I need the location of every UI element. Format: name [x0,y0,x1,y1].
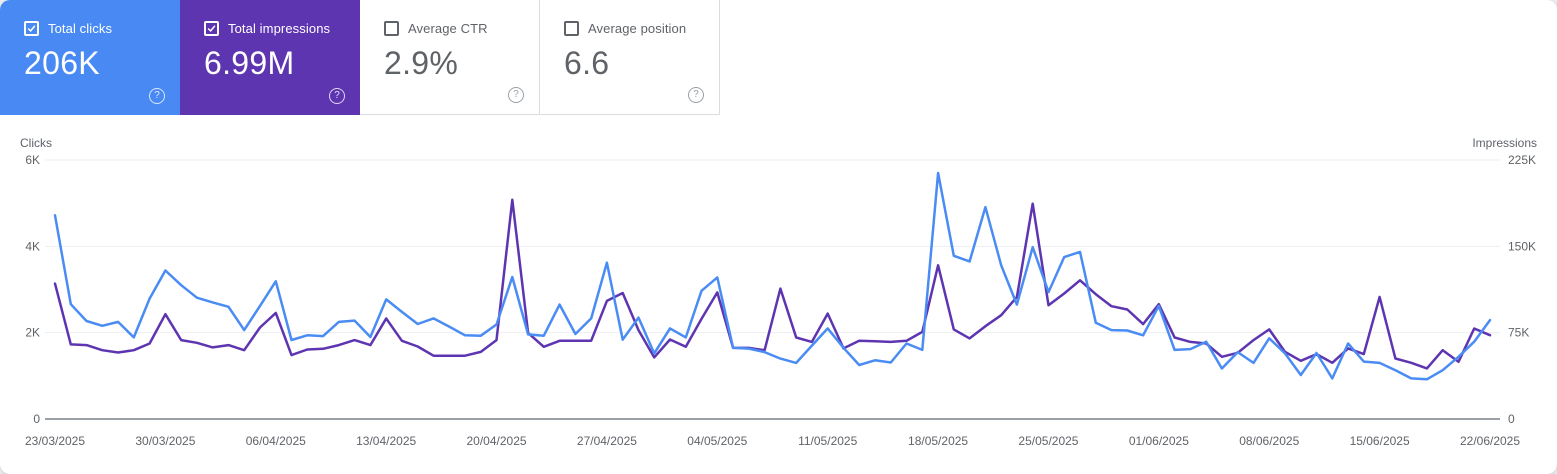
metric-card-total-impressions[interactable]: Total impressions 6.99M ? [180,0,360,115]
left-axis-tick-label: 4K [25,239,40,253]
checkmark-icon [27,25,36,32]
metric-card-label: Total impressions [228,21,331,36]
right-axis-tick-label: 75K [1508,326,1529,340]
checkbox-total-clicks-checked[interactable] [24,21,39,36]
x-axis-date-label: 20/04/2025 [467,434,527,448]
help-icon[interactable]: ? [329,88,345,104]
help-icon[interactable]: ? [149,88,165,104]
x-axis-date-label: 27/04/2025 [577,434,637,448]
x-axis-date-label: 11/05/2025 [798,434,857,448]
checkbox-total-impressions-checked[interactable] [204,21,219,36]
right-axis-tick-label: 0 [1508,412,1515,426]
x-axis-date-label: 04/05/2025 [687,434,747,448]
right-axis-tick-label: 150K [1508,239,1536,253]
x-axis-date-label: 13/04/2025 [356,434,416,448]
checkbox-average-ctr-unchecked[interactable] [384,21,399,36]
impressions-line [53,198,1492,370]
x-axis-date-label: 01/06/2025 [1129,434,1189,448]
checkbox-average-position-unchecked[interactable] [564,21,579,36]
metric-card-label: Average position [588,21,687,36]
left-axis-tick-label: 2K [25,326,40,340]
left-axis-tick-label: 0 [33,412,40,426]
x-axis-date-label: 15/06/2025 [1350,434,1410,448]
help-icon[interactable]: ? [688,87,704,103]
x-axis-date-label: 23/03/2025 [25,434,85,448]
metric-card-value: 6.99M [204,45,295,81]
checkmark-icon [207,25,216,32]
x-axis-date-label: 18/05/2025 [908,434,968,448]
left-axis-tick-label: 6K [25,153,40,167]
metric-card-value: 2.9% [384,45,459,81]
right-axis-tick-label: 225K [1508,153,1536,167]
metric-card-label: Average CTR [408,21,488,36]
left-axis-title: Clicks [20,136,52,150]
x-axis-date-label: 25/05/2025 [1018,434,1078,448]
metric-card-total-clicks[interactable]: Total clicks 206K ? [0,0,180,115]
metric-card-value: 6.6 [564,45,610,81]
right-axis-title: Impressions [1472,136,1537,150]
x-axis-date-label: 22/06/2025 [1460,434,1520,448]
metric-card-label: Total clicks [48,21,113,36]
metric-card-value: 206K [24,45,100,81]
clicks-line [53,171,1492,381]
metric-card-average-ctr[interactable]: Average CTR 2.9% ? [360,0,540,115]
help-icon[interactable]: ? [508,87,524,103]
x-axis-date-label: 30/03/2025 [135,434,195,448]
metric-cards-row: Total clicks 206K ? Total impressions 6.… [0,0,720,115]
x-axis-date-label: 06/04/2025 [246,434,306,448]
x-axis-date-label: 08/06/2025 [1239,434,1299,448]
metric-card-average-position[interactable]: Average position 6.6 ? [540,0,720,115]
